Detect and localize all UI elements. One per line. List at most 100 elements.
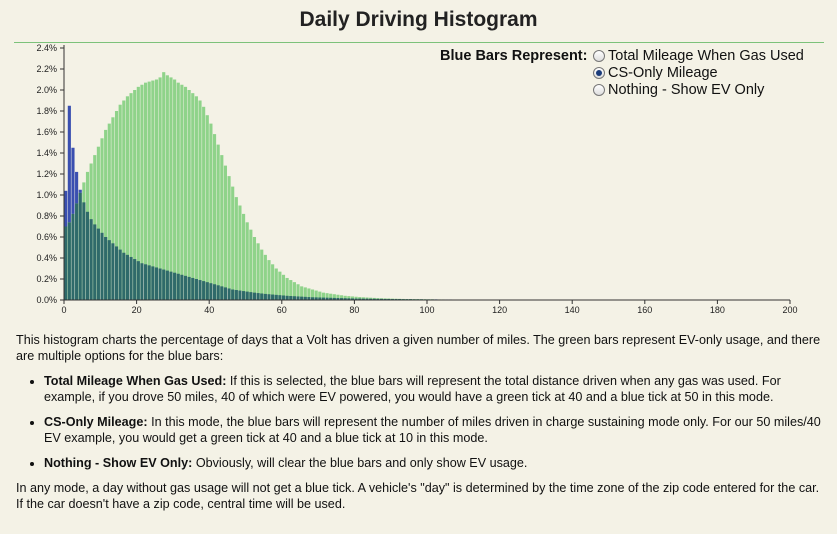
overlap-bar: [158, 268, 162, 300]
ev-bar: [162, 72, 166, 301]
overlap-bar: [296, 296, 300, 300]
overlap-bar: [387, 298, 391, 300]
y-tick-label: 1.6%: [36, 127, 57, 137]
x-tick-label: 160: [637, 305, 652, 314]
radio-button-icon[interactable]: [593, 50, 605, 63]
overlap-bar: [336, 298, 340, 300]
radio-nothing[interactable]: Nothing - Show EV Only: [593, 82, 764, 99]
ev-bar: [296, 284, 300, 300]
x-tick-label: 180: [710, 305, 725, 314]
ev-bar: [107, 123, 111, 300]
ev-bar: [140, 84, 144, 300]
ev-bar: [249, 229, 253, 300]
cs-bar: [75, 171, 79, 204]
overlap-bar: [202, 281, 206, 300]
radio-button-icon[interactable]: [593, 84, 605, 97]
overlap-bar: [71, 213, 75, 300]
ev-bar: [111, 117, 115, 300]
overlap-bar: [67, 222, 71, 300]
ev-bar: [191, 93, 195, 301]
overlap-bar: [307, 297, 311, 300]
overlap-bar: [238, 290, 242, 300]
footer-text: In any mode, a day without gas usage wil…: [16, 481, 820, 511]
overlap-bar: [198, 280, 202, 300]
ev-bar: [289, 280, 293, 300]
overlap-bar: [122, 252, 126, 300]
radio-total-mileage[interactable]: Total Mileage When Gas Used: [593, 48, 804, 65]
radio-label[interactable]: Total Mileage When Gas Used: [608, 48, 804, 64]
radio-cs-only[interactable]: CS-Only Mileage: [593, 65, 718, 82]
ev-bar: [209, 123, 213, 300]
ev-bar: [118, 104, 122, 300]
ev-bar: [307, 288, 311, 300]
ev-bar: [278, 271, 282, 300]
cs-bar: [78, 189, 82, 193]
ev-bar: [183, 86, 188, 300]
overlap-bar: [242, 291, 246, 300]
x-tick-label: 80: [349, 305, 359, 314]
overlap-bar: [140, 263, 144, 300]
ev-bar: [281, 274, 286, 300]
overlap-bar: [194, 279, 198, 300]
radio-button-icon[interactable]: [593, 67, 605, 80]
ev-bar: [329, 293, 333, 300]
list-term: Nothing - Show EV Only:: [44, 456, 193, 470]
overlap-bar: [154, 267, 159, 300]
overlap-bar: [64, 226, 68, 300]
ev-bar: [336, 294, 340, 300]
overlap-bar: [216, 285, 220, 300]
ev-bar: [354, 296, 358, 300]
ev-bar: [194, 96, 198, 300]
ev-bar: [325, 293, 329, 300]
y-tick-label: 2.4%: [36, 44, 57, 53]
ev-bar: [223, 165, 227, 300]
overlap-bar: [252, 292, 257, 300]
list-text: Obviously, will clear the blue bars and …: [192, 456, 528, 470]
overlap-bar: [100, 232, 104, 300]
radio-label[interactable]: CS-Only Mileage: [608, 65, 718, 81]
overlap-bar: [350, 298, 355, 300]
y-tick-label: 1.4%: [36, 148, 57, 158]
y-tick-label: 0.2%: [36, 274, 57, 284]
ev-bar: [129, 93, 133, 301]
overlap-bar: [220, 286, 224, 300]
ev-bar: [144, 82, 148, 301]
y-tick-label: 0.4%: [36, 253, 57, 263]
overlap-bar: [180, 274, 184, 300]
ev-bar: [104, 129, 108, 300]
list-text: In this mode, the blue bars will represe…: [44, 415, 821, 445]
overlap-bar: [372, 298, 376, 300]
list-item: Nothing - Show EV Only: Obviously, will …: [44, 455, 824, 471]
ev-bar: [165, 75, 169, 300]
overlap-bar: [314, 297, 318, 300]
overlap-bar: [318, 297, 322, 300]
overlap-bar: [285, 295, 289, 300]
ev-bar: [114, 111, 119, 300]
ev-bar: [292, 282, 296, 300]
x-tick-label: 20: [132, 305, 142, 314]
ev-bar: [136, 86, 140, 300]
overlap-bar: [325, 297, 329, 300]
ev-bar: [285, 277, 289, 300]
x-tick-label: 140: [565, 305, 580, 314]
overlap-bar: [300, 296, 304, 300]
overlap-bar: [104, 237, 108, 300]
overlap-bar: [136, 261, 140, 300]
overlap-bar: [209, 283, 213, 300]
ev-bar: [216, 144, 220, 300]
cs-bar: [71, 147, 75, 214]
radio-label[interactable]: Nothing - Show EV Only: [608, 82, 765, 98]
ev-bar: [238, 205, 242, 300]
cs-bars: [64, 105, 500, 300]
ev-bar: [300, 286, 304, 300]
overlap-bar: [310, 297, 315, 300]
x-tick-label: 0: [61, 305, 66, 314]
mode-list: Total Mileage When Gas Used: If this is …: [16, 373, 824, 471]
overlap-bar: [176, 273, 180, 300]
overlap-bar: [96, 228, 100, 300]
blue-bars-label: Blue Bars Represent:: [440, 48, 588, 64]
overlap-bar: [162, 269, 166, 300]
ev-bar: [96, 146, 100, 300]
overlap-bar: [144, 264, 148, 300]
overlap-bar: [129, 256, 133, 300]
